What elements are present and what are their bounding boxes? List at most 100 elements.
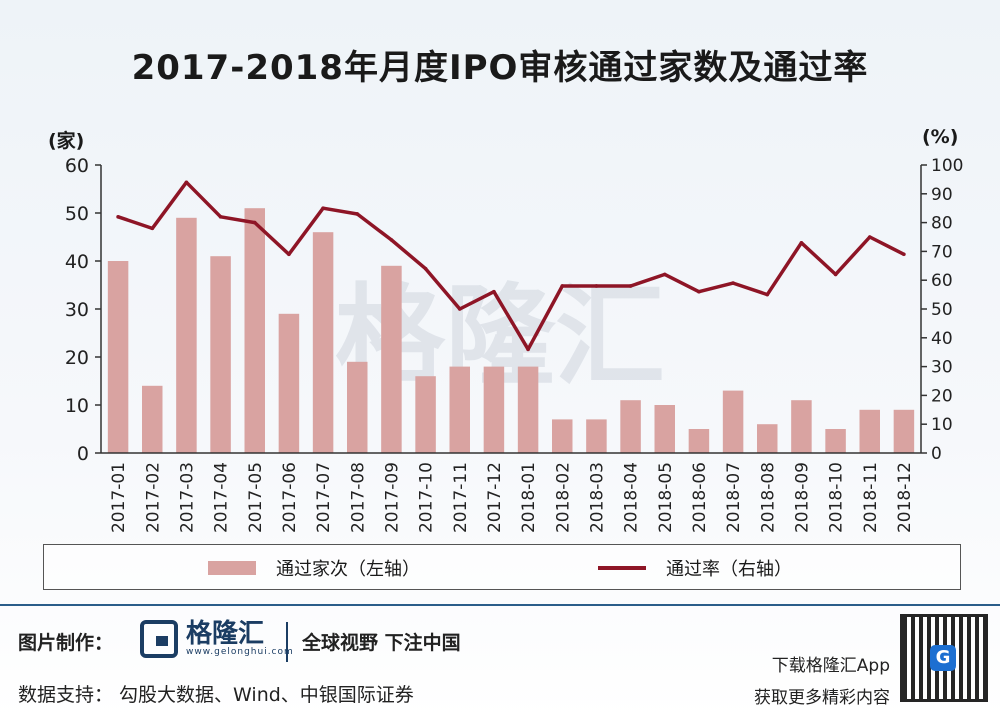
x-tick-label: 2017-05: [246, 462, 266, 533]
x-tick-label: 2018-10: [827, 462, 847, 533]
right-tick-label: 90: [931, 185, 953, 205]
rate-point-2017-11: [457, 307, 462, 311]
rate-point-2017-04: [218, 215, 223, 219]
legend: 通过家次（左轴） 通过率（右轴）: [43, 544, 961, 590]
right-axis-unit: (%): [922, 126, 959, 148]
rate-point-2017-02: [150, 226, 155, 231]
logo-domain: www.gelonghui.com: [186, 647, 294, 657]
right-tick-label: 0: [931, 444, 942, 464]
legend-line-swatch: [598, 566, 646, 570]
x-tick-label: 2018-04: [622, 462, 642, 533]
rate-point-2017-06: [287, 252, 291, 257]
legend-line-label: 通过率（右轴）: [666, 559, 792, 580]
x-tick-label: 2018-11: [861, 462, 881, 533]
x-tick-label: 2017-03: [177, 462, 197, 533]
logo-divider: [286, 622, 288, 662]
right-tick-label: 30: [931, 358, 953, 378]
rate-point-2018-11: [867, 235, 872, 239]
rate-point-2018-10: [833, 272, 838, 277]
bar-2018-10: [825, 429, 846, 453]
rate-point-2017-08: [355, 212, 360, 216]
x-tick-label: 2018-05: [656, 462, 676, 533]
bar-2017-04: [210, 256, 231, 453]
right-tick-label: 70: [931, 242, 953, 262]
bar-2017-05: [244, 208, 265, 453]
x-tick-label: 2018-12: [895, 462, 915, 533]
rate-point-2018-02: [560, 284, 565, 288]
brand-logo: 格隆汇 www.gelonghui.com: [140, 620, 294, 658]
rate-point-2018-07: [731, 281, 735, 285]
x-tick-label: 2017-04: [212, 462, 232, 533]
logo-g-icon: [140, 620, 178, 658]
logo-name: 格隆汇: [186, 619, 265, 649]
bar-2018-02: [552, 419, 573, 453]
chart-plot: 格隆汇 01020304050600102030405060708090100 …: [65, 155, 964, 533]
bar-2018-09: [791, 400, 812, 453]
legend-bar-swatch: [208, 561, 256, 575]
legend-item-bars: 通过家次（左轴）: [208, 555, 420, 581]
right-tick-label: 40: [931, 329, 953, 349]
bar-2018-07: [722, 390, 744, 453]
qr-code-icon[interactable]: [900, 614, 988, 702]
right-tick-label: 50: [931, 300, 953, 320]
rate-point-2018-12: [902, 252, 906, 257]
x-tick-label: 2017-12: [485, 462, 505, 533]
download-app-text: 下载格隆汇App: [771, 656, 890, 676]
bar-2017-10: [415, 376, 436, 453]
x-tick-label: 2018-06: [690, 462, 710, 533]
x-tick-label: 2017-11: [451, 462, 471, 533]
right-tick-label: 60: [931, 271, 953, 291]
left-tick-label: 60: [65, 155, 89, 177]
rate-point-2018-01: [526, 347, 530, 352]
bar-2017-02: [142, 385, 163, 453]
bar-2017-11: [449, 366, 470, 453]
rate-point-2018-09: [799, 240, 804, 245]
x-tick-label: 2018-09: [792, 462, 812, 533]
right-tick-label: 10: [931, 415, 953, 435]
left-tick-label: 50: [65, 203, 89, 225]
rate-line: [117, 180, 905, 352]
left-tick-label: 0: [77, 443, 89, 465]
bar-2017-09: [381, 265, 402, 453]
x-tick-label: 2017-08: [348, 462, 368, 533]
rate-point-2017-12: [492, 289, 496, 294]
more-content-text: 获取更多精彩内容: [754, 688, 890, 708]
rate-point-2017-03: [184, 180, 189, 185]
x-tick-label: 2018-08: [758, 462, 778, 533]
rate-point-2017-09: [389, 238, 394, 242]
x-tick-label: 2018-02: [553, 462, 573, 533]
x-tick-label: 2017-02: [143, 462, 163, 533]
rate-point-2017-05: [252, 220, 257, 225]
x-tick-label: 2017-07: [314, 462, 334, 533]
left-tick-label: 40: [65, 251, 89, 273]
rate-point-2017-07: [321, 206, 325, 210]
left-tick-label: 10: [65, 395, 89, 417]
bar-2017-01: [107, 261, 129, 453]
rate-point-2017-10: [423, 266, 428, 271]
bar-2018-12: [893, 409, 915, 453]
chart-title: 2017-2018年月度IPO审核通过家数及通过率: [131, 48, 869, 88]
left-axis-unit: (家): [48, 130, 85, 152]
left-tick-label: 30: [65, 299, 89, 321]
rate-point-2018-08: [765, 292, 770, 297]
bar-2017-03: [176, 217, 197, 453]
rate-point-2018-03: [594, 284, 599, 288]
bar-2018-03: [586, 419, 607, 453]
x-tick-label: 2017-06: [280, 462, 300, 533]
right-tick-label: 20: [931, 386, 953, 406]
footer-divider: [0, 604, 1000, 606]
legend-bar-label: 通过家次（左轴）: [276, 559, 420, 580]
qr-badge: G: [930, 645, 956, 671]
slogan: 全球视野 下注中国: [302, 632, 461, 654]
bar-2018-06: [688, 429, 710, 453]
x-tick-label: 2018-03: [587, 462, 607, 533]
bar-2017-06: [278, 313, 300, 453]
bar-2017-12: [483, 366, 505, 453]
bar-2018-11: [859, 409, 880, 453]
data-source: 数据支持： 勾股大数据、Wind、中银国际证券: [18, 684, 414, 706]
legend-item-line: 通过率（右轴）: [598, 555, 792, 581]
bar-2017-08: [347, 361, 368, 453]
bar-2018-04: [620, 400, 641, 453]
right-tick-label: 100: [931, 156, 963, 176]
bar-2018-01: [517, 366, 539, 453]
